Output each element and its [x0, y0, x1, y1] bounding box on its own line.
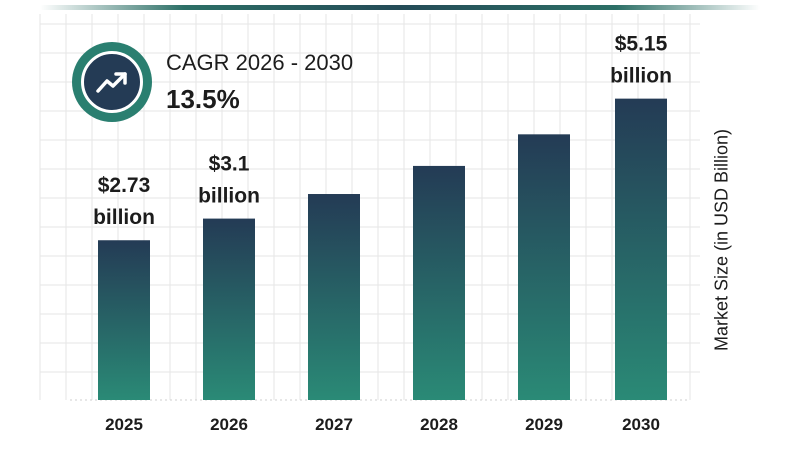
y-axis-label: Market Size (in USD Billion) — [711, 128, 732, 352]
data-label-2026-unit: billion — [198, 185, 260, 208]
data-label-2025-unit: billion — [93, 206, 155, 229]
cagr-value: 13.5% — [166, 84, 240, 114]
x-tick-label-2030: 2030 — [622, 415, 660, 434]
data-label-2026-value: $3.1 — [209, 153, 250, 176]
x-tick-label-2027: 2027 — [315, 415, 353, 434]
bar-2030 — [615, 98, 667, 400]
bars — [98, 98, 667, 400]
x-tick-label-2026: 2026 — [210, 415, 248, 434]
bar-2025 — [98, 240, 150, 400]
x-tick-label-2025: 2025 — [105, 415, 143, 434]
bar-2029 — [518, 134, 570, 400]
cagr-label: CAGR 2026 - 2030 — [166, 50, 354, 75]
x-tick-label-2029: 2029 — [525, 415, 563, 434]
bar-2027 — [308, 194, 360, 400]
bar-2026 — [203, 218, 255, 400]
trending-up-icon — [81, 51, 143, 113]
header-divider — [40, 5, 760, 10]
data-label-2025-value: $2.73 — [98, 174, 151, 197]
data-label-2030-unit: billion — [610, 65, 672, 88]
bar-2028 — [413, 165, 465, 400]
x-tick-label-2028: 2028 — [420, 415, 458, 434]
cagr-badge — [72, 42, 152, 122]
x-axis-ticks: 2025 2026 2027 2028 2029 2030 — [105, 415, 660, 434]
data-label-2030-value: $5.15 — [615, 33, 668, 56]
data-labels: $2.73 billion $3.1 billion $5.15 billion — [93, 33, 672, 230]
